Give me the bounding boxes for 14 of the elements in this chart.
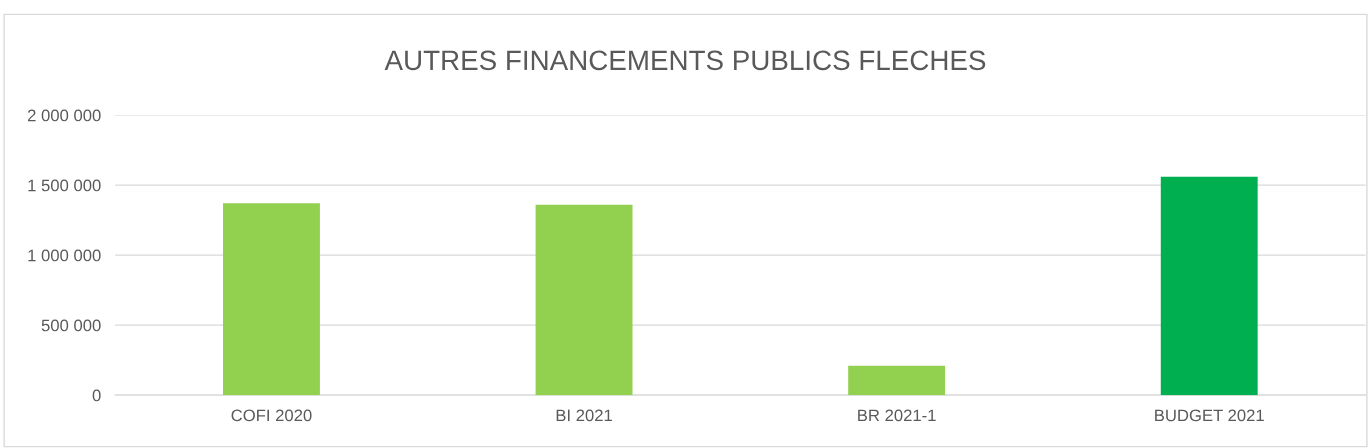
bar [1160, 176, 1258, 396]
bar [848, 365, 946, 396]
x-tick-label: BR 2021-1 [858, 409, 936, 422]
bar [223, 203, 320, 396]
chart-title: AUTRES FINANCEMENTS PUBLICS FLECHES [384, 50, 986, 71]
y-tick-label: 0 [92, 389, 101, 402]
y-tick-label: 1 500 000 [28, 179, 101, 192]
x-tick-label: COFI 2020 [231, 409, 312, 422]
y-tick-label: 1 000 000 [28, 249, 101, 262]
y-tick-label: 500 000 [41, 319, 101, 332]
x-tick-label: BUDGET 2021 [1155, 409, 1264, 422]
x-tick-label: BI 2021 [556, 409, 612, 422]
y-tick-label: 2 000 000 [27, 109, 101, 122]
bar [535, 204, 633, 396]
